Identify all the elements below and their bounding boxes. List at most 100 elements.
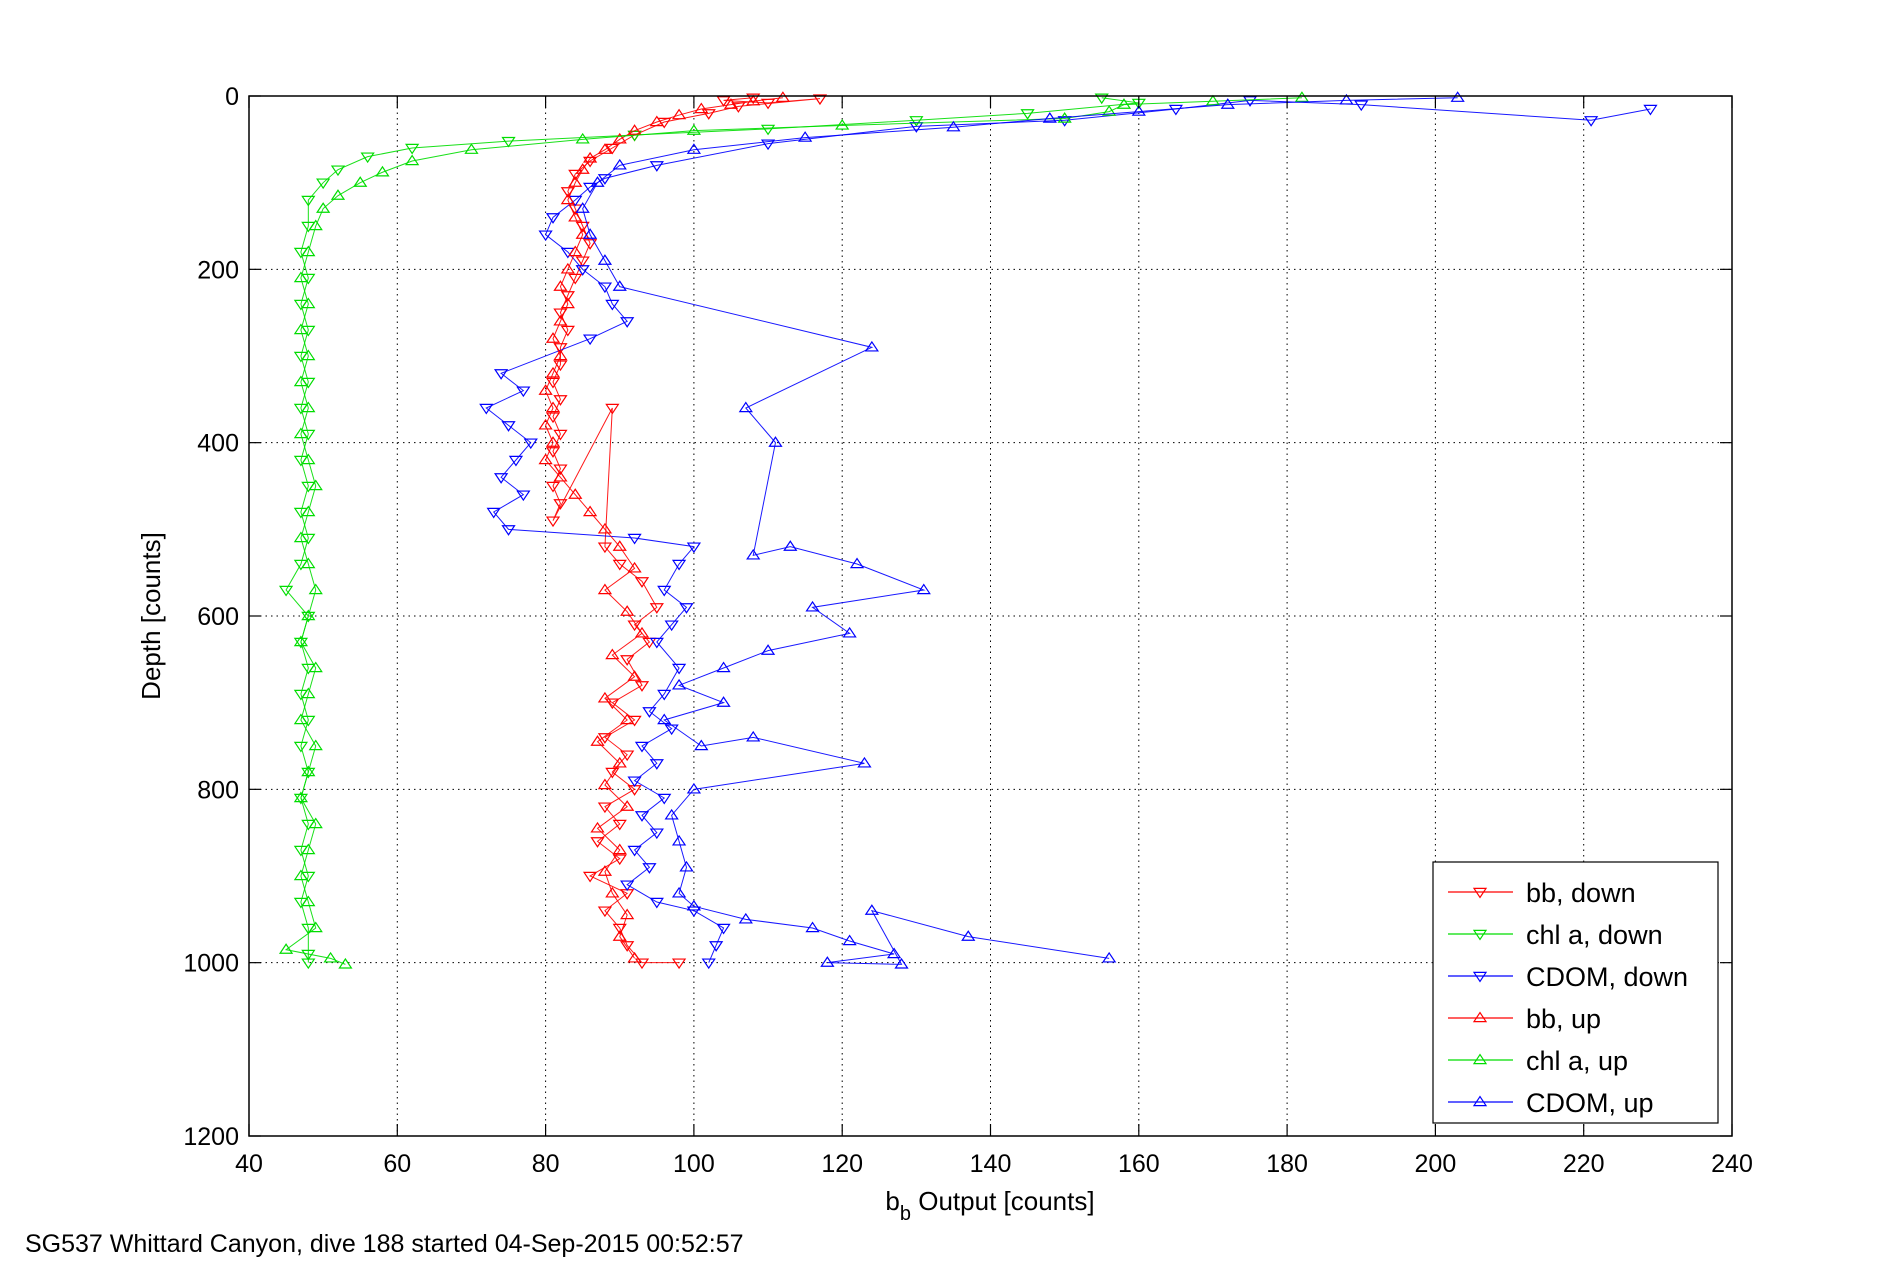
data-point [886, 947, 902, 959]
data-point [338, 957, 353, 969]
data-point [612, 930, 627, 941]
data-point [545, 447, 561, 458]
data-point [671, 678, 687, 690]
data-point [575, 265, 590, 276]
data-point [746, 94, 761, 106]
data-point [301, 401, 316, 413]
data-point [1168, 104, 1184, 116]
data-point [568, 273, 583, 285]
data-point [553, 395, 568, 406]
y-tick-label: 800 [197, 776, 239, 804]
data-point [553, 360, 568, 372]
data-point [582, 182, 598, 194]
data-point [701, 109, 716, 120]
data-point [620, 800, 635, 811]
series-cdom-up [575, 91, 1465, 969]
series-line [552, 97, 821, 964]
data-point [582, 228, 598, 239]
data-point [293, 713, 309, 725]
data-point [301, 958, 316, 970]
data-point [538, 453, 553, 465]
legend-label: bb, up [1526, 1004, 1601, 1034]
data-point [501, 421, 516, 432]
data-point [375, 165, 390, 177]
data-point [464, 143, 479, 154]
data-point [842, 934, 857, 946]
data-point [301, 687, 316, 699]
data-point [508, 455, 524, 467]
data-point [812, 94, 828, 106]
data-point [634, 811, 650, 822]
data-point [575, 163, 590, 174]
data-point [590, 176, 605, 187]
data-point [301, 505, 316, 517]
data-point [760, 124, 776, 136]
data-point [627, 845, 642, 857]
legend-label: bb, down [1526, 878, 1636, 908]
data-point [679, 603, 694, 614]
data-point [582, 151, 598, 163]
x-tick-label: 40 [235, 1150, 263, 1178]
legend-marker [1472, 971, 1488, 983]
data-point [560, 325, 575, 337]
y-tick-label: 200 [197, 256, 239, 284]
data-point [278, 943, 294, 954]
data-point [545, 401, 561, 413]
data-point [805, 600, 820, 612]
data-point [493, 473, 509, 484]
data-point [642, 707, 657, 718]
x-tick-label: 60 [383, 1150, 411, 1178]
data-point [1057, 116, 1072, 127]
legend-label: chl a, up [1526, 1046, 1628, 1076]
data-point [1583, 116, 1599, 127]
data-point [308, 479, 323, 491]
data-point [842, 626, 857, 638]
data-point [293, 793, 309, 805]
data-point [686, 899, 702, 911]
data-point [301, 245, 316, 257]
data-point [582, 239, 598, 250]
data-point [545, 481, 561, 493]
data-point [634, 958, 650, 970]
data-point [582, 505, 598, 517]
data-point [597, 522, 613, 534]
data-point [516, 490, 531, 502]
data-point [353, 176, 368, 187]
y-tick-label: 1200 [183, 1123, 239, 1151]
data-point [597, 865, 613, 876]
data-point [627, 670, 642, 681]
data-point [723, 98, 739, 109]
data-point [553, 464, 568, 476]
data-point [545, 366, 561, 378]
data-point [686, 782, 702, 794]
data-point [820, 956, 835, 967]
x-tick-label: 240 [1711, 1150, 1753, 1178]
data-point [308, 583, 323, 595]
data-point [590, 735, 605, 746]
data-point [620, 605, 635, 616]
data-point [1131, 105, 1146, 116]
data-point [671, 958, 687, 970]
x-tick-label: 180 [1266, 1150, 1308, 1178]
data-point [716, 923, 731, 935]
data-point [627, 124, 642, 135]
data-point [620, 908, 635, 920]
legend-label: CDOM, down [1526, 962, 1688, 992]
data-point [293, 323, 309, 335]
data-point [620, 880, 635, 892]
data-point [620, 941, 635, 952]
series-bb-down [545, 93, 828, 970]
data-point [545, 516, 561, 528]
data-point [686, 124, 702, 135]
series-line [582, 97, 1458, 965]
data-point [916, 583, 931, 595]
x-tick-label: 200 [1415, 1150, 1457, 1178]
data-point [627, 533, 642, 545]
data-point [605, 767, 620, 779]
series-bb-up [538, 91, 791, 963]
x-tick-label: 140 [970, 1150, 1012, 1178]
data-point [605, 648, 620, 660]
ticks: 40 60 80 100 120 140 160 180 200 220 240 0 200 400 600… [183, 83, 1752, 1178]
data-point [293, 637, 309, 649]
data-point [1354, 100, 1369, 112]
